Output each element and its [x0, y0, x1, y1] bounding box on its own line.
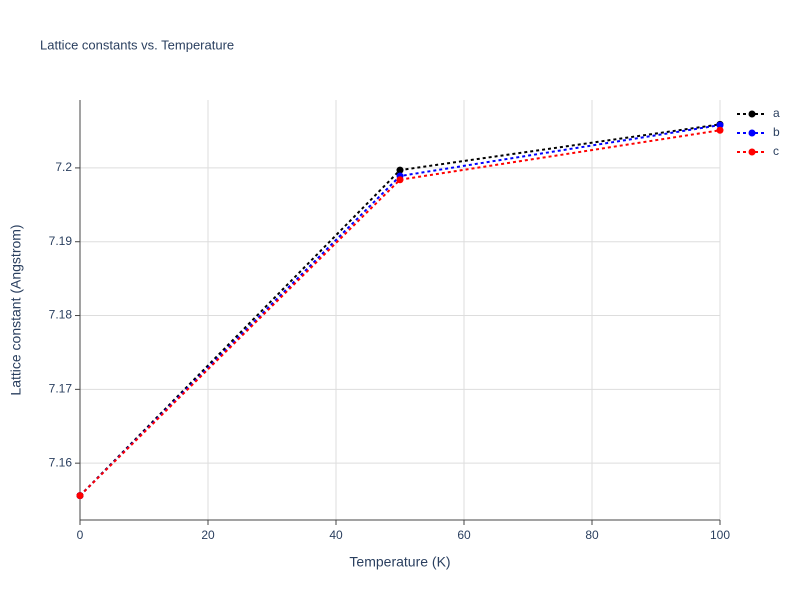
point — [76, 492, 84, 500]
y-tick-label: 7.16 — [49, 455, 73, 469]
legend-label: a — [773, 106, 780, 120]
point — [396, 176, 404, 184]
legend-label: c — [773, 144, 779, 158]
x-tick-label: 80 — [585, 528, 599, 542]
x-tick-label: 20 — [201, 528, 215, 542]
legend-label: b — [773, 125, 780, 139]
x-tick-label: 60 — [457, 528, 471, 542]
point — [716, 121, 724, 129]
y-axis-label: Lattice constant (Angstrom) — [8, 224, 24, 395]
series-line — [79, 129, 721, 497]
legend-marker — [748, 129, 756, 137]
point — [716, 126, 724, 134]
x-tick-label: 40 — [329, 528, 343, 542]
x-tick-label: 0 — [77, 528, 84, 542]
chart-title: Lattice constants vs. Temperature — [40, 37, 234, 52]
x-tick-label: 100 — [710, 528, 730, 542]
point — [396, 166, 404, 174]
x-axis-label: Temperature (K) — [349, 554, 450, 570]
legend-marker — [748, 110, 756, 118]
y-tick-label: 7.17 — [49, 382, 73, 396]
y-tick-label: 7.19 — [49, 234, 73, 248]
y-tick-label: 7.2 — [55, 160, 72, 174]
legend-marker — [748, 148, 756, 156]
y-tick-label: 7.18 — [49, 308, 73, 322]
